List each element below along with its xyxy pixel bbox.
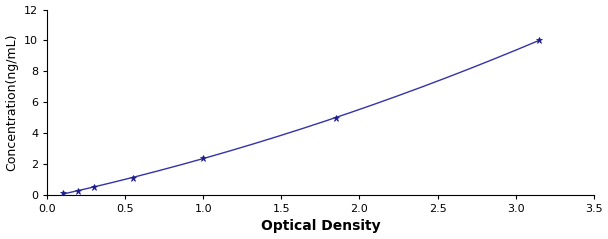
X-axis label: Optical Density: Optical Density bbox=[261, 219, 380, 234]
Y-axis label: Concentration(ng/mL): Concentration(ng/mL) bbox=[5, 33, 19, 171]
